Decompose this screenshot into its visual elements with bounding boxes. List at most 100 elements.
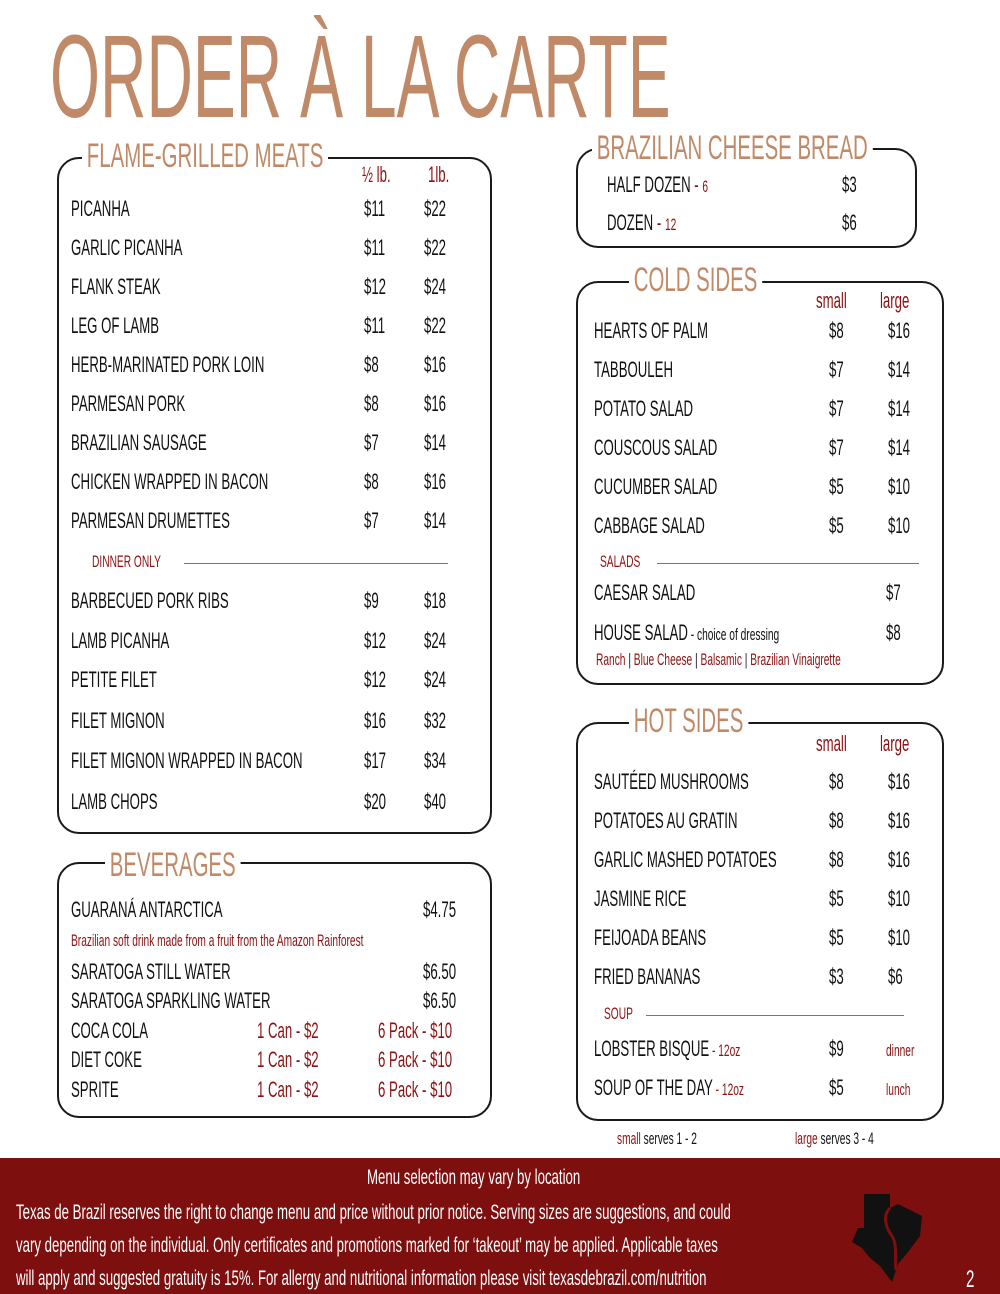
menu-item-name: SARATOGA SPARKLING WATER <box>71 988 271 1013</box>
half-lb-price: $8 <box>364 469 379 494</box>
half-lb-price: $7 <box>364 430 379 455</box>
soup-label: SOUP <box>604 1004 633 1023</box>
divider <box>646 1015 904 1016</box>
footer-headline: Menu selection may vary by location <box>367 1166 581 1189</box>
price: $4.75 <box>423 897 457 922</box>
menu-item: LOBSTER BISQUE - 12oz <box>594 1038 740 1060</box>
menu-item-name: CHICKEN WRAPPED IN BACON <box>71 469 269 494</box>
1lb-price: $40 <box>424 789 447 814</box>
pack-price-value: $10 <box>430 1077 453 1102</box>
menu-item-name: FEIJOADA BEANS <box>594 925 707 950</box>
dressing-options: Ranch | Blue Cheese | Balsamic | Brazili… <box>596 651 841 668</box>
1lb-price: $22 <box>424 313 447 338</box>
menu-item-name: HEARTS OF PALM <box>594 318 708 343</box>
small-price: $5 <box>829 513 844 538</box>
menu-item-name: LAMB CHOPS <box>71 789 158 814</box>
1lb-price: $14 <box>424 430 447 455</box>
half-lb-price: $8 <box>364 352 379 377</box>
menu-item-name: BRAZILIAN SAUSAGE <box>71 430 207 455</box>
large-price: $10 <box>888 474 911 499</box>
menu-item-name: PARMESAN DRUMETTES <box>71 508 230 533</box>
half-lb-price: $8 <box>364 391 379 416</box>
sep: - <box>292 1077 304 1102</box>
menu-item-name: PARMESAN PORK <box>71 391 186 416</box>
large-serves-text: serves 3 - 4 <box>820 1129 874 1148</box>
large-price: $16 <box>888 769 911 794</box>
beverages-title: BEVERAGES <box>105 848 241 882</box>
menu-item-name: CABBAGE SALAD <box>594 513 705 538</box>
small-word: small <box>617 1129 641 1148</box>
menu-item-name: POTATO SALAD <box>594 396 694 421</box>
menu-item-name: COUSCOUS SALAD <box>594 435 718 460</box>
price: $9 <box>829 1036 844 1061</box>
menu-item-name: FILET MIGNON WRAPPED IN BACON <box>71 748 303 773</box>
availability: dinner <box>886 1041 915 1060</box>
cold-col-large: large <box>880 288 910 313</box>
footer-line-1: Texas de Brazil reserves the right to ch… <box>16 1201 731 1224</box>
beverages-box <box>57 862 492 1118</box>
small-price: $7 <box>829 435 844 460</box>
size-value: 12oz <box>721 1080 745 1099</box>
cold-col-small: small <box>816 288 847 313</box>
price: $7 <box>886 580 901 605</box>
price: $6.50 <box>423 988 457 1013</box>
price: $6 <box>842 210 857 235</box>
small-price: $8 <box>829 769 844 794</box>
menu-item-name: DOZEN <box>607 210 654 235</box>
large-price: $16 <box>888 847 911 872</box>
texas-brazil-logo-icon <box>852 1194 922 1282</box>
menu-item-name: LAMB PICANHA <box>71 628 170 653</box>
half-lb-price: $11 <box>364 196 386 221</box>
menu-item-name: FLANK STEAK <box>71 274 161 299</box>
item-note: - choice of dressing <box>687 625 780 644</box>
can-price: 1 Can - $2 <box>257 1049 319 1071</box>
half-lb-price: $11 <box>364 313 386 338</box>
large-price: $14 <box>888 396 911 421</box>
hot-sides-title: HOT SIDES <box>629 704 749 738</box>
menu-item-name: HALF DOZEN <box>607 172 691 197</box>
price: $3 <box>842 172 857 197</box>
1lb-price: $16 <box>424 469 447 494</box>
dressing-option: Blue Cheese <box>633 650 693 669</box>
menu-item-name: TABBOULEH <box>594 357 673 382</box>
small-price: $5 <box>829 474 844 499</box>
page-title: ORDER À LA CARTE <box>50 11 671 143</box>
price: $5 <box>829 1075 844 1100</box>
1lb-price: $24 <box>424 274 447 299</box>
menu-item-name: FILET MIGNON <box>71 708 165 733</box>
separator: | <box>625 650 634 669</box>
meats-col-half-lb: ½ lb. <box>362 162 391 187</box>
menu-item-name: PICANHA <box>71 196 130 221</box>
size: - 12oz <box>709 1041 741 1060</box>
dressing-option: Balsamic <box>700 650 742 669</box>
sep: - <box>690 172 703 197</box>
sep: - <box>418 1018 431 1043</box>
menu-item-name: DIET COKE <box>71 1047 142 1072</box>
sep: - <box>653 210 665 235</box>
small-price: $7 <box>829 357 844 382</box>
menu-item: HOUSE SALAD - choice of dressing <box>594 622 779 644</box>
sep: - <box>418 1047 431 1072</box>
meats-col-1lb: 1lb. <box>428 162 450 187</box>
large-price: $14 <box>888 357 911 382</box>
1lb-price: $32 <box>424 708 447 733</box>
menu-item-name: SAUTÉED MUSHROOMS <box>594 769 749 794</box>
menu-item-name: POTATOES AU GRATIN <box>594 808 738 833</box>
quantity: 12 <box>664 215 677 234</box>
1lb-price: $22 <box>424 196 447 221</box>
half-lb-price: $20 <box>364 789 387 814</box>
half-lb-price: $16 <box>364 708 387 733</box>
cold-sides-title: COLD SIDES <box>629 263 763 297</box>
pack-price: 6 Pack - $10 <box>378 1020 452 1042</box>
can-price: 1 Can - $2 <box>257 1079 319 1101</box>
1lb-price: $14 <box>424 508 447 533</box>
serves-large-note: large serves 3 - 4 <box>795 1130 874 1147</box>
pack-price: 6 Pack - $10 <box>378 1079 452 1101</box>
can-price-value: $2 <box>303 1047 319 1072</box>
pack-label: 6 Pack <box>378 1077 419 1102</box>
serves-small-note: small serves 1 - 2 <box>617 1130 697 1147</box>
small-price: $3 <box>829 964 844 989</box>
menu-item-name: LEG OF LAMB <box>71 313 160 338</box>
large-price: $6 <box>888 964 903 989</box>
dressing-option: Ranch <box>596 650 626 669</box>
